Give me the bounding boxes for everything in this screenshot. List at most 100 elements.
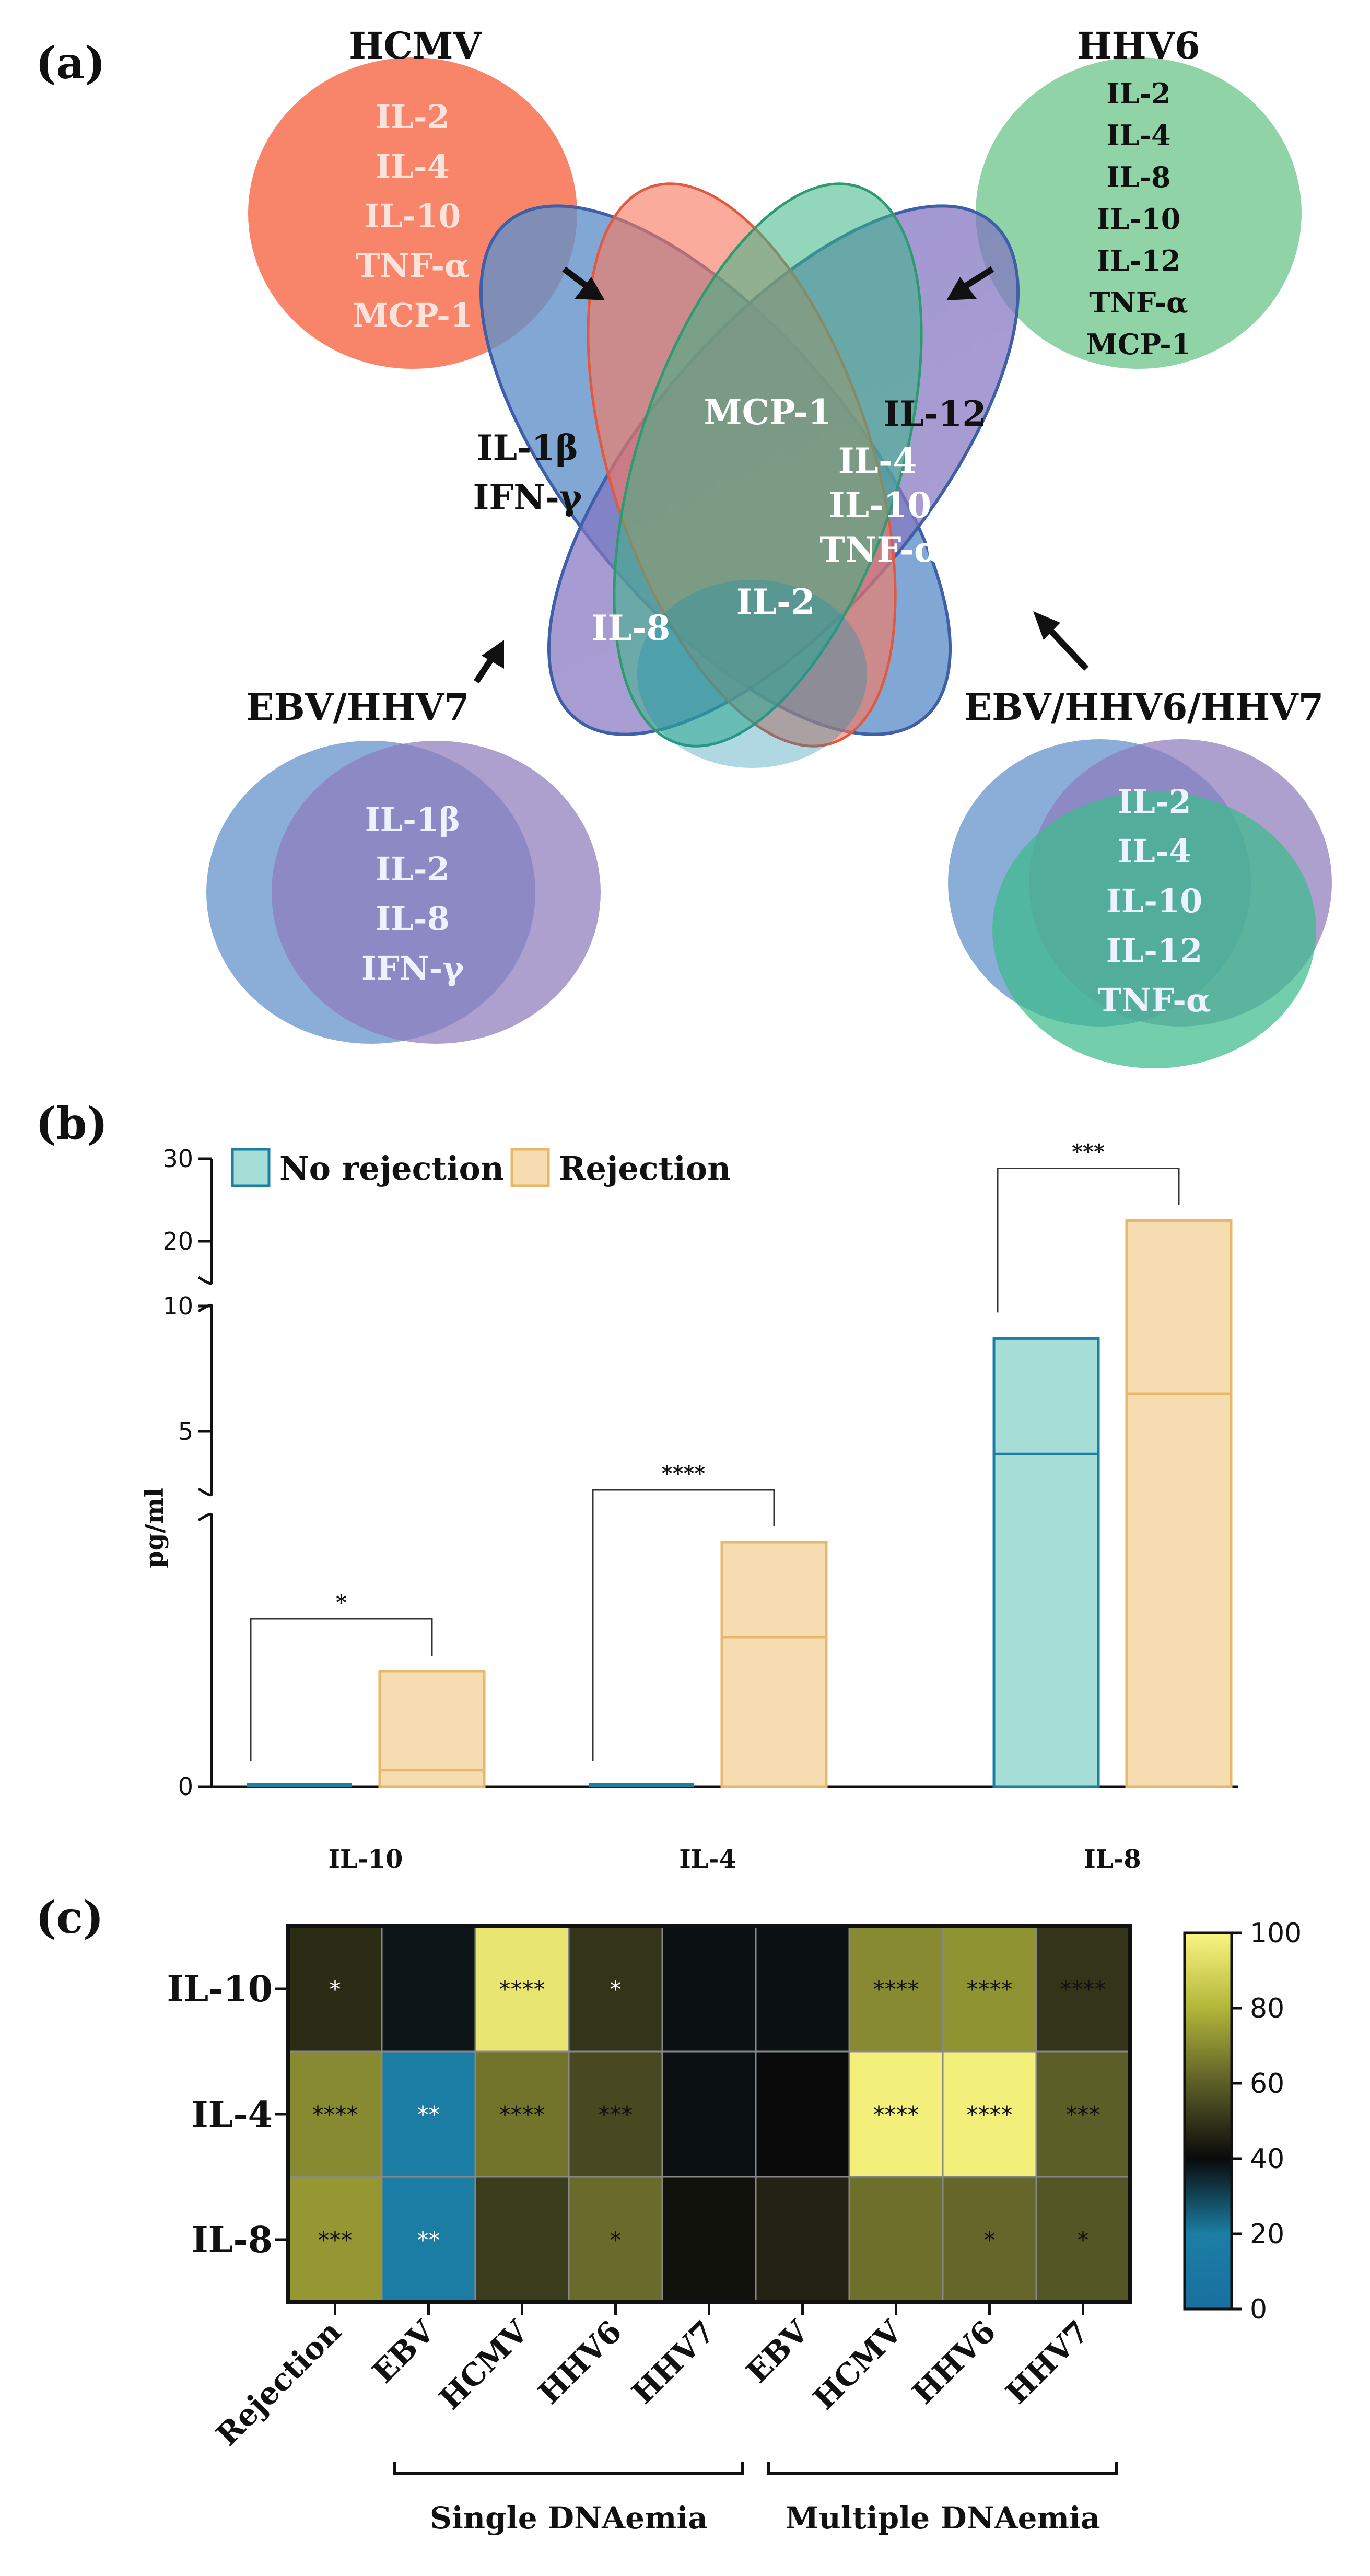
- hcmv-item: IL-4: [376, 147, 449, 185]
- ebv-hhv6-hhv7-group: EBV/HHV6/HHV7 IL-2 IL-4 IL-10 IL-12 TNF-…: [948, 685, 1332, 1068]
- heatmap-col-label: Rejection: [209, 2314, 348, 2453]
- triple-item: IL-12: [1106, 931, 1203, 970]
- heatmap-cell: [755, 2050, 850, 2178]
- panel-label-c: (c): [36, 1892, 104, 1943]
- group-bracket: [767, 2462, 1118, 2475]
- venn-region-triple: IL-4: [838, 440, 917, 481]
- heatmap-annotation: **: [417, 2102, 440, 2128]
- venn-region-triple: TNF-α: [819, 529, 941, 570]
- significance-bracket: [250, 1618, 433, 1761]
- hhv7-circle: [272, 741, 601, 1044]
- heatmap-annotation: ***: [599, 2102, 633, 2128]
- arrow-triple: [1045, 624, 1089, 671]
- venn-arrows: [473, 266, 1089, 684]
- venn-region-ebv: IL-1β: [477, 427, 578, 468]
- hhv6-item: IL-12: [1097, 244, 1181, 277]
- legend-label: No rejection: [279, 1149, 504, 1187]
- bar-rejection-il-8: [1125, 1219, 1233, 1788]
- hcmv-item: TNF-α: [356, 247, 469, 285]
- heatmap-cell: [848, 2176, 944, 2303]
- colorbar-tick-label: 40: [1250, 2143, 1284, 2175]
- heatmap-cell: [848, 1925, 944, 2053]
- arrow-head: [1033, 611, 1060, 640]
- heatmap-row-label: IL-4: [192, 2094, 273, 2136]
- heatmap-chart: * **** * **** **** ******** ** **** *** **** **** *…: [167, 1918, 1302, 2536]
- heatmap-cell: [1035, 2050, 1131, 2178]
- y-tick-label: 30: [162, 1145, 193, 1173]
- hhv6-item: IL-10: [1097, 202, 1181, 236]
- venn-diagram: MCP-1 IL-12 IL-4 IL-10 TNF-α IL-1β IFN-γ…: [473, 182, 1020, 768]
- heatmap-annotation: *: [330, 1976, 341, 2003]
- group-label: Single DNAemia: [430, 2500, 708, 2536]
- significance-marker: ****: [662, 1461, 706, 1486]
- legend-swatch: [231, 1148, 271, 1187]
- significance-bracket: [997, 1168, 1180, 1313]
- colorbar-tick-label: 60: [1250, 2068, 1284, 2100]
- legend-label: Rejection: [559, 1149, 731, 1187]
- hhv6-title: HHV6: [1077, 24, 1200, 67]
- bar-chart: 0 5 10 20 30 pg/ml IL-10 * IL-4 **** IL-8 *** No rej…: [140, 1140, 1238, 1874]
- heatmap-cell: [287, 2050, 383, 2178]
- ebv-hhv7-group: EBV/HHV7 IL-1β IL-2 IL-8 IFN-γ: [206, 685, 601, 1044]
- heatmap-annotation: ****: [499, 2102, 545, 2128]
- arrow-head: [575, 277, 605, 300]
- heatmap-col-label: HCMV: [432, 2313, 535, 2416]
- hhv6-item: TNF-α: [1089, 286, 1188, 319]
- y-tick-label: 0: [178, 1773, 193, 1801]
- heatmap-cell: [755, 1925, 850, 2053]
- bar-rejection-il-4: [720, 1541, 828, 1788]
- hhv6-circle: [992, 791, 1316, 1068]
- venn-region-center: IL-2: [736, 581, 815, 622]
- ebv-hhv7-item: IL-1β: [365, 800, 461, 838]
- arrow-head: [482, 640, 504, 669]
- panel-label-a: (a): [36, 37, 106, 89]
- significance-marker: ***: [1072, 1140, 1105, 1164]
- heatmap-annotation: ****: [1060, 1976, 1106, 2003]
- heatmap-cell: [755, 2176, 850, 2303]
- heatmap-col-label: HHV6: [905, 2314, 1002, 2411]
- colorbar-tick-label: 20: [1250, 2219, 1284, 2250]
- x-tick-label: IL-4: [679, 1845, 736, 1874]
- ebv-hhv7-item: IL-2: [376, 850, 449, 888]
- heatmap-row-label: IL-10: [167, 1968, 273, 2010]
- heatmap-annotation: ***: [1066, 2102, 1100, 2128]
- axis-break: [197, 1487, 213, 1497]
- heatmap-annotation: ***: [318, 2227, 353, 2254]
- heatmap-cell: [942, 2176, 1037, 2303]
- ebv-hhv6-hhv7-title: EBV/HHV6/HHV7: [964, 685, 1324, 729]
- heatmap-row-label: IL-8: [192, 2219, 273, 2261]
- y-tick-label: 10: [162, 1292, 193, 1320]
- heatmap-annotation: ****: [967, 1976, 1013, 2003]
- heatmap-cell: [287, 1925, 383, 2053]
- legend-swatch: [510, 1148, 550, 1187]
- hcmv-item: MCP-1: [353, 296, 473, 334]
- hhv6-item: IL-4: [1106, 119, 1170, 152]
- venn-region-ebv-hhv6: IL-8: [592, 608, 671, 648]
- hcmv-title: HCMV: [349, 24, 482, 67]
- venn-region-hcmv-hhv6: MCP-1: [704, 392, 832, 433]
- hcmv-circle-group: HCMV IL-2 IL-4 IL-10 TNF-α MCP-1: [248, 24, 577, 369]
- bar-no-rejection-il-8: [992, 1337, 1100, 1788]
- heatmap-cell: [661, 1925, 757, 2053]
- group-bracket: [393, 2462, 744, 2475]
- heatmap-annotation: *: [984, 2227, 996, 2254]
- heatmap-col-label: HHV7: [625, 2314, 722, 2411]
- significance-bracket: [592, 1489, 775, 1761]
- hcmv-item: IL-10: [365, 197, 461, 235]
- heatmap-cell: [474, 1925, 570, 2053]
- heatmap-col-label: HHV7: [999, 2314, 1096, 2411]
- heatmap-annotation: ****: [873, 1976, 919, 2003]
- ebv-hhv7-core: [637, 580, 867, 768]
- heatmap-annotation: ****: [873, 2102, 919, 2128]
- heatmap-annotation: *: [610, 1976, 622, 2003]
- heatmap-annotation: ****: [967, 2102, 1013, 2128]
- heatmap-annotation: ****: [312, 2102, 358, 2128]
- hhv6-circle-group: HHV6 IL-2 IL-4 IL-8 IL-10 IL-12 TNF-α MC…: [976, 24, 1302, 369]
- heatmap-cell: [474, 2176, 570, 2303]
- venn-region-triple: IL-10: [829, 485, 932, 526]
- heatmap-cell: [381, 1925, 476, 2053]
- heatmap-cell: [381, 2050, 476, 2178]
- heatmap-cell: [661, 2176, 757, 2303]
- heatmap-annotation: **: [417, 2227, 440, 2254]
